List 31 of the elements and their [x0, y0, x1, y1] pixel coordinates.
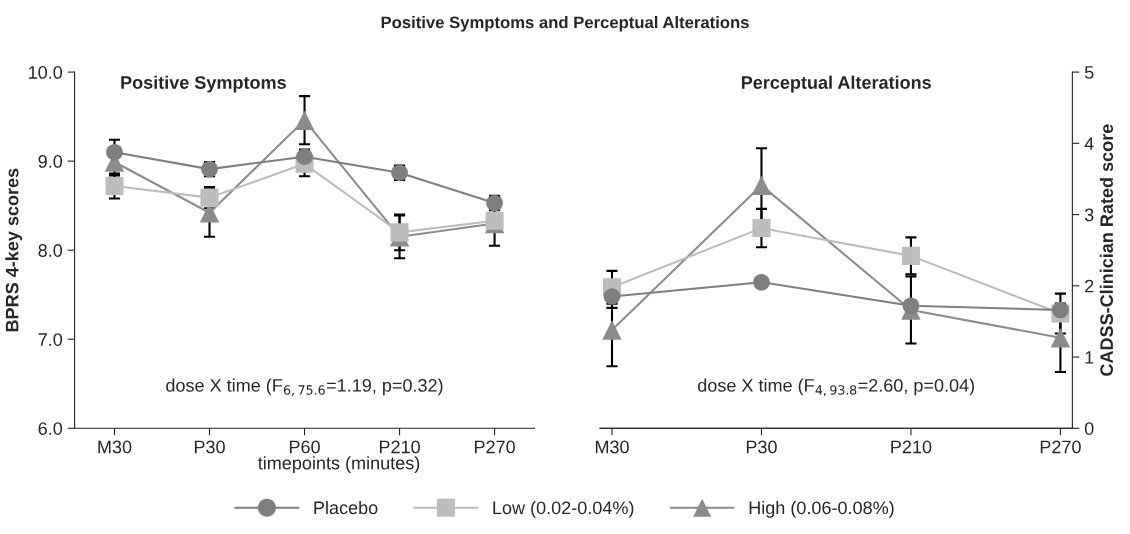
- y2-tick-label: 3: [1084, 208, 1094, 222]
- x-tick-label: P210: [379, 440, 420, 454]
- y-tick-label: 6.0: [38, 422, 63, 435]
- legend-label: Placebo: [314, 500, 378, 515]
- y2-tick-label: 2: [1085, 279, 1094, 293]
- y2-tick-label: 0: [1084, 422, 1094, 435]
- annotation: dose X time (F$_{4,93.8}$=2.60, p=0.04): [698, 378, 974, 397]
- x-tick-label: M30: [595, 440, 629, 454]
- y2-axis-title: CADSS-Clinician Rated score: [1099, 124, 1114, 376]
- legend-label: High (0.06-0.08%): [749, 500, 894, 518]
- x-tick-label: P210: [891, 440, 932, 454]
- chart-title: Perceptual Alterations: [741, 75, 931, 93]
- y2-tick-label: 4: [1084, 137, 1094, 150]
- y-tick-label: 9.0: [38, 155, 63, 168]
- y-axis-title: BPRS 4-key scores: [5, 168, 23, 332]
- x-tick-label: P30: [194, 440, 225, 454]
- y-tick-label: 8.0: [38, 244, 63, 257]
- x-tick-label: P60: [289, 440, 320, 454]
- x-tick-label: P30: [746, 440, 777, 454]
- x-tick-label: M30: [98, 440, 132, 454]
- text: Positive Symptoms and Perceptual Alterations: [381, 16, 749, 32]
- legend-label: Low (0.02-0.04%): [493, 500, 634, 518]
- y-tick-label: 7.0: [38, 333, 63, 346]
- y2-tick-label: 1: [1085, 351, 1094, 364]
- y-tick-label: 10.0: [29, 66, 63, 79]
- annotation: dose X time (F$_{6,75.6}$=1.19, p=0.32): [166, 378, 443, 397]
- chart-title: Positive Symptoms: [121, 75, 286, 93]
- x-tick-label: P270: [1040, 440, 1081, 454]
- x-tick-label: P270: [474, 440, 515, 454]
- x-axis-title: timepoints (minutes): [258, 456, 420, 473]
- y2-tick-label: 5: [1084, 66, 1094, 79]
